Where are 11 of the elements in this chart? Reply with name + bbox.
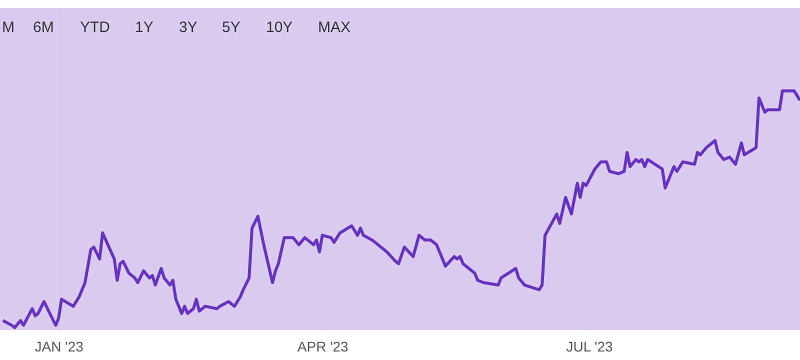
text: 10Y <box>266 19 293 36</box>
x-tick-label: JAN '23 <box>34 338 84 354</box>
text: YTD <box>80 19 110 36</box>
text: 3Y <box>179 19 198 36</box>
x-tick-label: JUL '23 <box>566 338 613 354</box>
x-tick-label: APR '23 <box>297 338 349 354</box>
text: MAX <box>318 19 351 36</box>
text: 5Y <box>222 19 240 36</box>
text: 1Y <box>135 19 154 36</box>
text: M <box>2 19 14 36</box>
text: 6M <box>33 19 54 36</box>
